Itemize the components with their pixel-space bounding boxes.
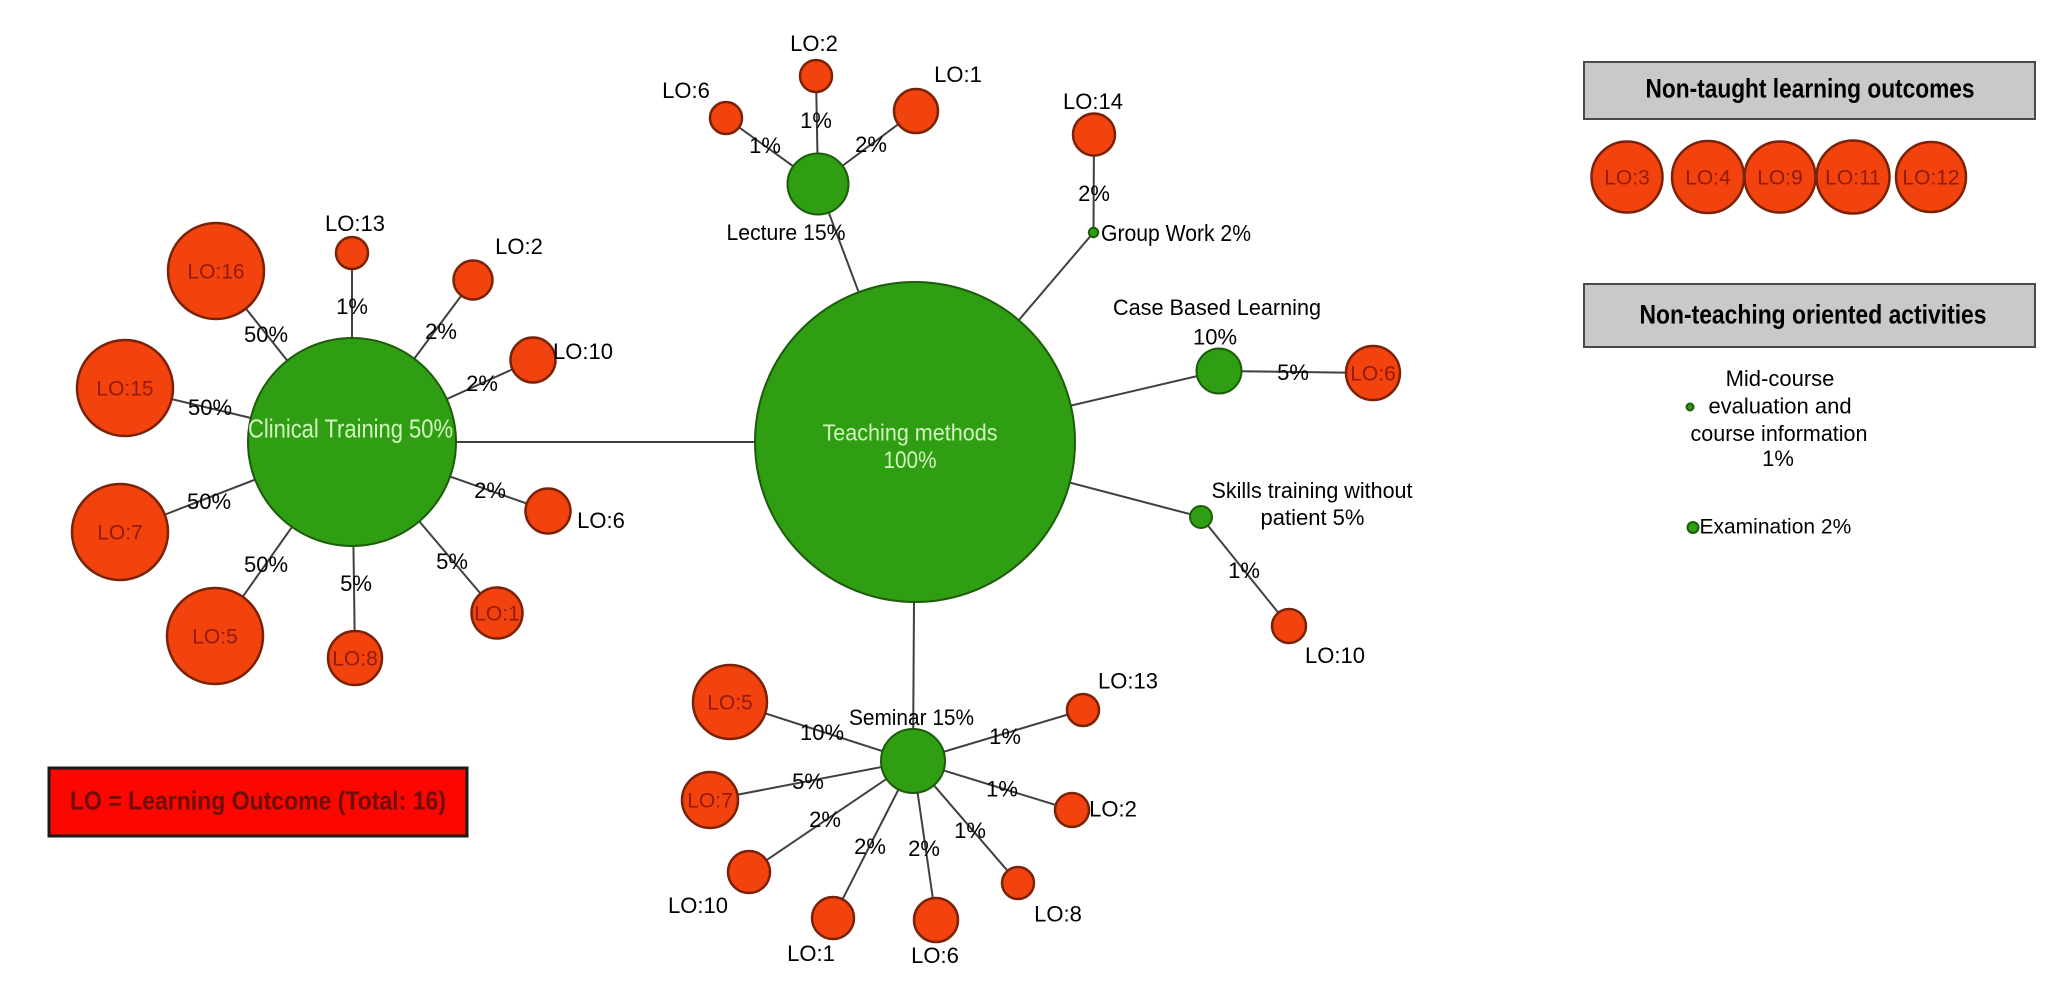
- svg-text:LO:10: LO:10: [553, 339, 613, 364]
- svg-text:LO:2: LO:2: [495, 234, 543, 259]
- svg-text:LO:16: LO:16: [187, 261, 244, 284]
- svg-text:LO:1: LO:1: [787, 941, 835, 966]
- svg-text:10%: 10%: [800, 720, 844, 745]
- svg-text:50%: 50%: [244, 322, 288, 347]
- svg-text:Mid-course: Mid-course: [1726, 366, 1835, 391]
- svg-text:LO:4: LO:4: [1685, 167, 1731, 190]
- svg-text:10%: 10%: [1193, 325, 1237, 350]
- svg-text:LO:13: LO:13: [325, 211, 385, 236]
- svg-text:Teaching methods: Teaching methods: [823, 420, 998, 446]
- svg-text:1%: 1%: [986, 777, 1018, 802]
- svg-text:LO:6: LO:6: [1350, 363, 1396, 386]
- svg-text:1%: 1%: [800, 108, 832, 133]
- svg-text:5%: 5%: [792, 769, 824, 794]
- svg-text:evaluation and: evaluation and: [1708, 394, 1851, 419]
- svg-text:Skills training without: Skills training without: [1212, 478, 1413, 503]
- svg-text:5%: 5%: [340, 571, 372, 596]
- svg-text:2%: 2%: [425, 319, 457, 344]
- svg-text:LO:8: LO:8: [1034, 902, 1082, 927]
- svg-text:1%: 1%: [1228, 558, 1260, 583]
- svg-text:2%: 2%: [908, 836, 940, 861]
- svg-text:5%: 5%: [1277, 360, 1309, 385]
- svg-text:2%: 2%: [854, 834, 886, 859]
- svg-text:1%: 1%: [749, 133, 781, 158]
- svg-text:LO:8: LO:8: [332, 648, 378, 671]
- svg-text:LO:5: LO:5: [192, 626, 238, 649]
- svg-text:LO:14: LO:14: [1063, 89, 1123, 114]
- svg-text:LO:10: LO:10: [1305, 643, 1365, 668]
- svg-text:Group Work 2%: Group Work 2%: [1101, 220, 1251, 246]
- svg-text:2%: 2%: [1078, 181, 1110, 206]
- svg-text:LO:3: LO:3: [1604, 167, 1650, 190]
- svg-text:2%: 2%: [809, 807, 841, 832]
- svg-text:100%: 100%: [884, 447, 937, 474]
- svg-text:LO:6: LO:6: [662, 78, 710, 103]
- svg-text:2%: 2%: [855, 132, 887, 157]
- svg-text:LO:12: LO:12: [1902, 167, 1959, 190]
- svg-text:LO:7: LO:7: [687, 790, 733, 813]
- svg-text:2%: 2%: [474, 478, 506, 503]
- svg-text:1%: 1%: [1762, 446, 1794, 471]
- svg-text:5%: 5%: [436, 549, 468, 574]
- svg-text:1%: 1%: [336, 294, 368, 319]
- svg-text:LO:15: LO:15: [96, 378, 153, 401]
- svg-text:Lecture 15%: Lecture 15%: [727, 220, 846, 245]
- svg-text:Non-teaching oriented activiti: Non-teaching oriented activities: [1640, 300, 1987, 330]
- svg-text:LO:6: LO:6: [577, 508, 625, 533]
- svg-text:LO:6: LO:6: [911, 943, 959, 968]
- svg-text:course information: course information: [1691, 421, 1868, 446]
- svg-text:patient 5%: patient 5%: [1261, 505, 1365, 530]
- svg-text:LO:11: LO:11: [1825, 167, 1881, 190]
- svg-text:LO:2: LO:2: [790, 31, 838, 56]
- svg-text:50%: 50%: [244, 552, 288, 577]
- svg-text:Non-taught learning outcomes: Non-taught learning outcomes: [1646, 74, 1975, 104]
- svg-text:LO = Learning Outcome (Total:: LO = Learning Outcome (Total: 16): [70, 786, 446, 816]
- svg-text:Examination 2%: Examination 2%: [1700, 516, 1852, 539]
- svg-text:1%: 1%: [989, 724, 1021, 749]
- svg-text:2%: 2%: [466, 371, 498, 396]
- svg-text:LO:7: LO:7: [97, 522, 143, 545]
- svg-text:Clinical Training 50%: Clinical Training 50%: [248, 414, 453, 444]
- svg-text:LO:13: LO:13: [1098, 669, 1158, 694]
- svg-text:LO:1: LO:1: [934, 62, 982, 87]
- svg-text:LO:5: LO:5: [707, 692, 753, 715]
- svg-text:50%: 50%: [188, 395, 232, 420]
- svg-text:LO:2: LO:2: [1089, 797, 1137, 822]
- svg-text:1%: 1%: [954, 818, 986, 843]
- svg-text:LO:9: LO:9: [1757, 167, 1803, 190]
- svg-text:Seminar 15%: Seminar 15%: [849, 705, 974, 730]
- svg-text:Case Based Learning: Case Based Learning: [1113, 295, 1321, 320]
- svg-text:50%: 50%: [187, 489, 231, 514]
- svg-text:LO:1: LO:1: [474, 603, 520, 626]
- svg-text:LO:10: LO:10: [668, 893, 728, 918]
